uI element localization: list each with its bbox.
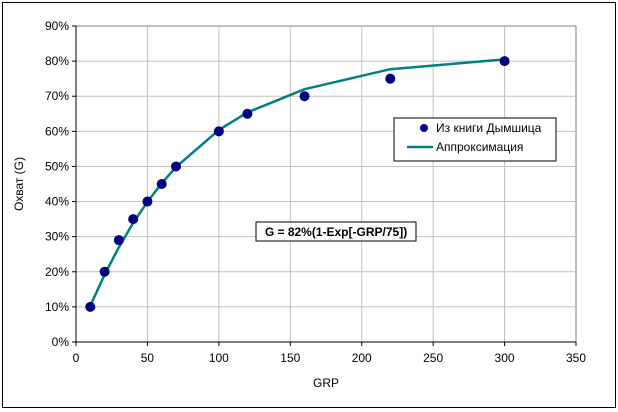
x-tick-label: 200 xyxy=(352,351,372,365)
data-point xyxy=(242,108,253,119)
y-tick-label: 90% xyxy=(45,19,69,33)
legend-label-points: Из книги Дымшица xyxy=(436,121,542,135)
formula-annotation: G = 82%(1-Exp[-GRP/75]) xyxy=(255,221,417,242)
y-tick-label: 60% xyxy=(45,124,69,138)
y-tick-label: 30% xyxy=(45,230,69,244)
data-point xyxy=(113,235,124,246)
approximation-line-group xyxy=(89,58,505,307)
x-tick-label: 350 xyxy=(566,351,586,365)
data-point xyxy=(85,301,96,312)
x-tick-label: 50 xyxy=(141,351,155,365)
y-tick-label: 80% xyxy=(45,54,69,68)
x-tick-label: 300 xyxy=(495,351,515,365)
data-point xyxy=(299,91,310,102)
reach-chart: 0% 10% 20% 30% 40% 50% 60% 70% 80% 90% 0 50 100 150 2… xyxy=(12,19,586,390)
x-tick-label: 0 xyxy=(73,351,80,365)
data-point xyxy=(142,196,153,207)
x-tick-label: 150 xyxy=(280,351,300,365)
legend: Из книги Дымшица Аппроксимация xyxy=(393,117,557,162)
y-tick-label: 40% xyxy=(45,195,69,209)
formula-box xyxy=(255,221,417,242)
legend-marker-points xyxy=(420,124,428,132)
data-point xyxy=(99,266,110,277)
grid xyxy=(76,26,576,342)
data-points-group xyxy=(85,56,510,312)
chart-frame: 0% 10% 20% 30% 40% 50% 60% 70% 80% 90% 0 50 100 150 2… xyxy=(2,2,616,408)
x-axis-ticks: 0 50 100 150 200 250 300 350 xyxy=(73,341,586,365)
y-axis-label: Охват (G) xyxy=(12,157,26,211)
legend-label-line: Аппроксимация xyxy=(436,140,523,154)
data-point xyxy=(213,126,224,137)
data-point xyxy=(156,179,167,189)
y-tick-label: 0% xyxy=(52,335,70,349)
formula-text: G = 82%(1-Exp[-GRP/75]) xyxy=(265,225,407,239)
y-axis-ticks: 0% 10% 20% 30% 40% 50% 60% 70% 80% 90% xyxy=(45,19,77,349)
x-axis-label: GRP xyxy=(313,376,339,390)
data-point xyxy=(128,214,139,225)
data-point xyxy=(171,161,181,172)
approximation-line xyxy=(89,58,505,307)
y-tick-label: 20% xyxy=(45,265,69,279)
y-tick-label: 10% xyxy=(45,300,69,314)
plot-area xyxy=(75,25,577,343)
x-tick-label: 250 xyxy=(423,351,443,365)
y-tick-label: 50% xyxy=(45,159,69,173)
data-point xyxy=(499,56,510,67)
y-tick-label: 70% xyxy=(45,89,69,103)
data-point xyxy=(385,73,396,84)
legend-box xyxy=(393,117,557,162)
x-tick-label: 100 xyxy=(209,351,229,365)
